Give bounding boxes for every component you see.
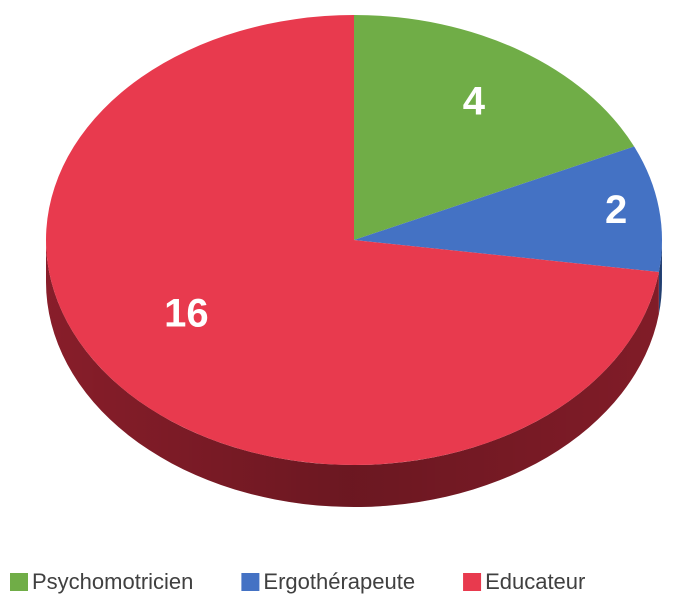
pie: 4 2 16 [46,15,662,508]
legend: Psychomotricien Ergothérapeute Educateur [10,569,585,594]
data-label: 2 [605,188,627,232]
legend-label: Psychomotricien [32,569,193,594]
legend-swatch [241,573,260,591]
data-label: 16 [164,292,209,336]
legend-label: Ergothérapeute [263,569,415,594]
pie-slice [46,15,659,465]
legend-swatch [463,573,482,591]
data-label: 4 [463,79,486,123]
legend-label: Educateur [485,569,585,594]
pie-slice [354,146,662,273]
legend-swatch [10,573,28,591]
side-shade [46,240,659,508]
side-shade [658,240,662,315]
pie-slice [354,15,635,240]
